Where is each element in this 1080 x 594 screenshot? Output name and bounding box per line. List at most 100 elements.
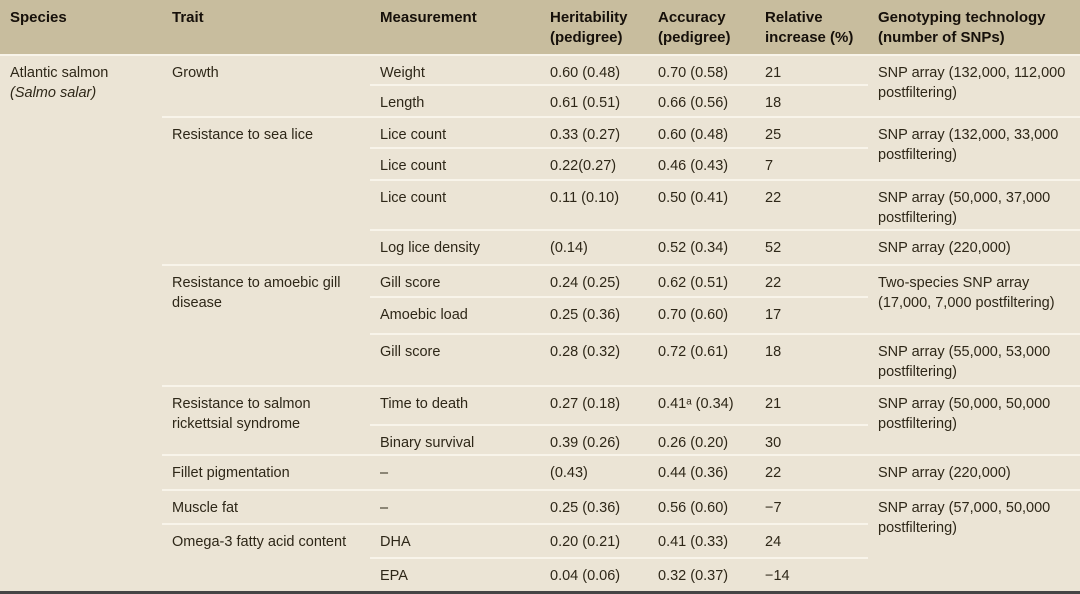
cell-relative-increase: 30 bbox=[755, 423, 868, 456]
cell-accuracy: 0.44 (0.36) bbox=[648, 454, 755, 490]
cell-accuracy: 0.60 (0.48) bbox=[648, 115, 755, 148]
cell-accuracy: 0.41ᵃ (0.34) bbox=[648, 384, 755, 425]
cell-accuracy: 0.70 (0.60) bbox=[648, 295, 755, 334]
cell-genotyping: SNP array (220,000) bbox=[868, 228, 1080, 266]
cell-genotyping: SNP array (57,000, 50,000 postfiltering) bbox=[868, 488, 1080, 591]
cell-relative-increase: 7 bbox=[755, 146, 868, 181]
cell-relative-increase: 25 bbox=[755, 115, 868, 148]
cell-accuracy: 0.41 (0.33) bbox=[648, 523, 755, 558]
cell-measurement: Gill score bbox=[370, 332, 540, 386]
table-row: Lice count 0.11 (0.10) 0.50 (0.41) 22 SN… bbox=[0, 179, 1080, 230]
cell-heritability: 0.39 (0.26) bbox=[540, 423, 648, 456]
header-label-line2: increase (%) bbox=[765, 28, 854, 46]
species-latin-name: (Salmo salar) bbox=[10, 84, 97, 101]
cell-measurement: Weight bbox=[370, 53, 540, 86]
cell-measurement: Gill score bbox=[370, 264, 540, 297]
table-row: Muscle fat – 0.25 (0.36) 0.56 (0.60) −7 … bbox=[0, 488, 1080, 591]
col-header-genotyping: Genotyping technology (number of SNPs) bbox=[868, 0, 1080, 55]
cell-measurement: Amoebic load bbox=[370, 295, 540, 334]
species-common-name: Atlantic salmon bbox=[10, 64, 109, 81]
cell-accuracy: 0.26 (0.20) bbox=[648, 423, 755, 456]
cell-heritability: 0.28 (0.32) bbox=[540, 332, 648, 386]
col-header-relative-increase: Relative increase (%) bbox=[755, 0, 868, 55]
table-row: EPA 0.04 (0.06) 0.32 (0.37) −14 bbox=[0, 556, 1080, 591]
cell-accuracy: 0.46 (0.43) bbox=[648, 146, 755, 181]
cell-heritability: 0.22(0.27) bbox=[540, 146, 648, 181]
cell-accuracy: 0.62 (0.51) bbox=[648, 264, 755, 297]
table-row: Log lice density (0.14) 0.52 (0.34) 52 S… bbox=[0, 228, 1080, 266]
cell-heritability: 0.61 (0.51) bbox=[540, 84, 648, 117]
cell-accuracy: 0.32 (0.37) bbox=[648, 556, 755, 591]
cell-accuracy: 0.72 (0.61) bbox=[648, 332, 755, 386]
cell-heritability: 0.04 (0.06) bbox=[540, 556, 648, 591]
cell-measurement: – bbox=[370, 454, 540, 490]
cell-heritability: 0.25 (0.36) bbox=[540, 488, 648, 525]
cell-relative-increase: 24 bbox=[755, 523, 868, 558]
cell-measurement: Time to death bbox=[370, 384, 540, 425]
table-row: Lice count 0.22(0.27) 0.46 (0.43) 7 bbox=[0, 146, 1080, 181]
cell-measurement: – bbox=[370, 488, 540, 525]
cell-measurement: Log lice density bbox=[370, 228, 540, 266]
table-row: Atlantic salmon (Salmo salar) Growth Wei… bbox=[0, 53, 1080, 591]
cell-trait: Resistance to amoebic gill disease bbox=[162, 264, 370, 386]
cell-heritability: 0.24 (0.25) bbox=[540, 264, 648, 297]
cell-heritability: 0.20 (0.21) bbox=[540, 523, 648, 558]
cell-genotyping: SNP array (55,000, 53,000 postfiltering) bbox=[868, 332, 1080, 386]
cell-genotyping: SNP array (50,000, 37,000 postfiltering) bbox=[868, 179, 1080, 230]
cell-accuracy: 0.52 (0.34) bbox=[648, 228, 755, 266]
header-label: Heritability bbox=[550, 9, 628, 26]
table-row: Binary survival 0.39 (0.26) 0.26 (0.20) … bbox=[0, 423, 1080, 456]
header-label-line2: (number of SNPs) bbox=[878, 28, 1005, 46]
cell-heritability: 0.33 (0.27) bbox=[540, 115, 648, 148]
cell-relative-increase: 18 bbox=[755, 84, 868, 117]
cell-heritability: (0.14) bbox=[540, 228, 648, 266]
cell-accuracy: 0.50 (0.41) bbox=[648, 179, 755, 230]
cell-relative-increase: 17 bbox=[755, 295, 868, 334]
cell-relative-increase: 52 bbox=[755, 228, 868, 266]
table-row: Length 0.61 (0.51) 0.66 (0.56) 18 bbox=[0, 84, 1080, 117]
col-header-heritability: Heritability (pedigree) bbox=[540, 0, 648, 55]
cell-trait: Fillet pigmentation bbox=[162, 454, 370, 490]
header-label: Measurement bbox=[380, 9, 477, 26]
table-row: Resistance to salmon rickettsial syndrom… bbox=[0, 384, 1080, 456]
cell-trait: Growth bbox=[162, 53, 370, 117]
cell-measurement: Binary survival bbox=[370, 423, 540, 456]
header-label-line2: (pedigree) bbox=[550, 28, 623, 46]
cell-heritability: (0.43) bbox=[540, 454, 648, 490]
header-label-line2: (pedigree) bbox=[658, 28, 731, 46]
header-label: Species bbox=[10, 9, 67, 26]
cell-relative-increase: 22 bbox=[755, 179, 868, 230]
cell-relative-increase: 18 bbox=[755, 332, 868, 386]
cell-measurement: Length bbox=[370, 84, 540, 117]
cell-measurement: Lice count bbox=[370, 115, 540, 148]
table-row: Omega-3 fatty acid content DHA 0.20 (0.2… bbox=[0, 523, 1080, 591]
cell-relative-increase: 22 bbox=[755, 264, 868, 297]
cell-measurement: Lice count bbox=[370, 146, 540, 181]
cell-heritability: 0.60 (0.48) bbox=[540, 53, 648, 86]
cell-relative-increase: 21 bbox=[755, 384, 868, 425]
cell-relative-increase: 21 bbox=[755, 53, 868, 86]
cell-genotyping: SNP array (132,000, 112,000 postfilterin… bbox=[868, 53, 1080, 117]
table-row: Resistance to amoebic gill disease Gill … bbox=[0, 264, 1080, 386]
cell-trait: Resistance to sea lice bbox=[162, 115, 370, 266]
cell-accuracy: 0.70 (0.58) bbox=[648, 53, 755, 86]
cell-genotyping: Two-species SNP array (17,000, 7,000 pos… bbox=[868, 264, 1080, 334]
col-header-measurement: Measurement bbox=[370, 0, 540, 55]
table-row: Amoebic load 0.25 (0.36) 0.70 (0.60) 17 bbox=[0, 295, 1080, 334]
header-label: Accuracy bbox=[658, 9, 726, 26]
cell-measurement: Lice count bbox=[370, 179, 540, 230]
cell-trait: Muscle fat bbox=[162, 488, 370, 525]
cell-heritability: 0.11 (0.10) bbox=[540, 179, 648, 230]
cell-measurement: DHA bbox=[370, 523, 540, 558]
col-header-accuracy: Accuracy (pedigree) bbox=[648, 0, 755, 55]
cell-genotyping: SNP array (50,000, 50,000 postfiltering) bbox=[868, 384, 1080, 456]
col-header-trait: Trait bbox=[162, 0, 370, 55]
cell-accuracy: 0.56 (0.60) bbox=[648, 488, 755, 525]
cell-trait: Omega-3 fatty acid content bbox=[162, 523, 370, 591]
cell-species: Atlantic salmon (Salmo salar) bbox=[0, 53, 162, 591]
cell-trait: Resistance to salmon rickettsial syndrom… bbox=[162, 384, 370, 456]
header-label: Genotyping technology bbox=[878, 9, 1046, 26]
cell-relative-increase: 22 bbox=[755, 454, 868, 490]
